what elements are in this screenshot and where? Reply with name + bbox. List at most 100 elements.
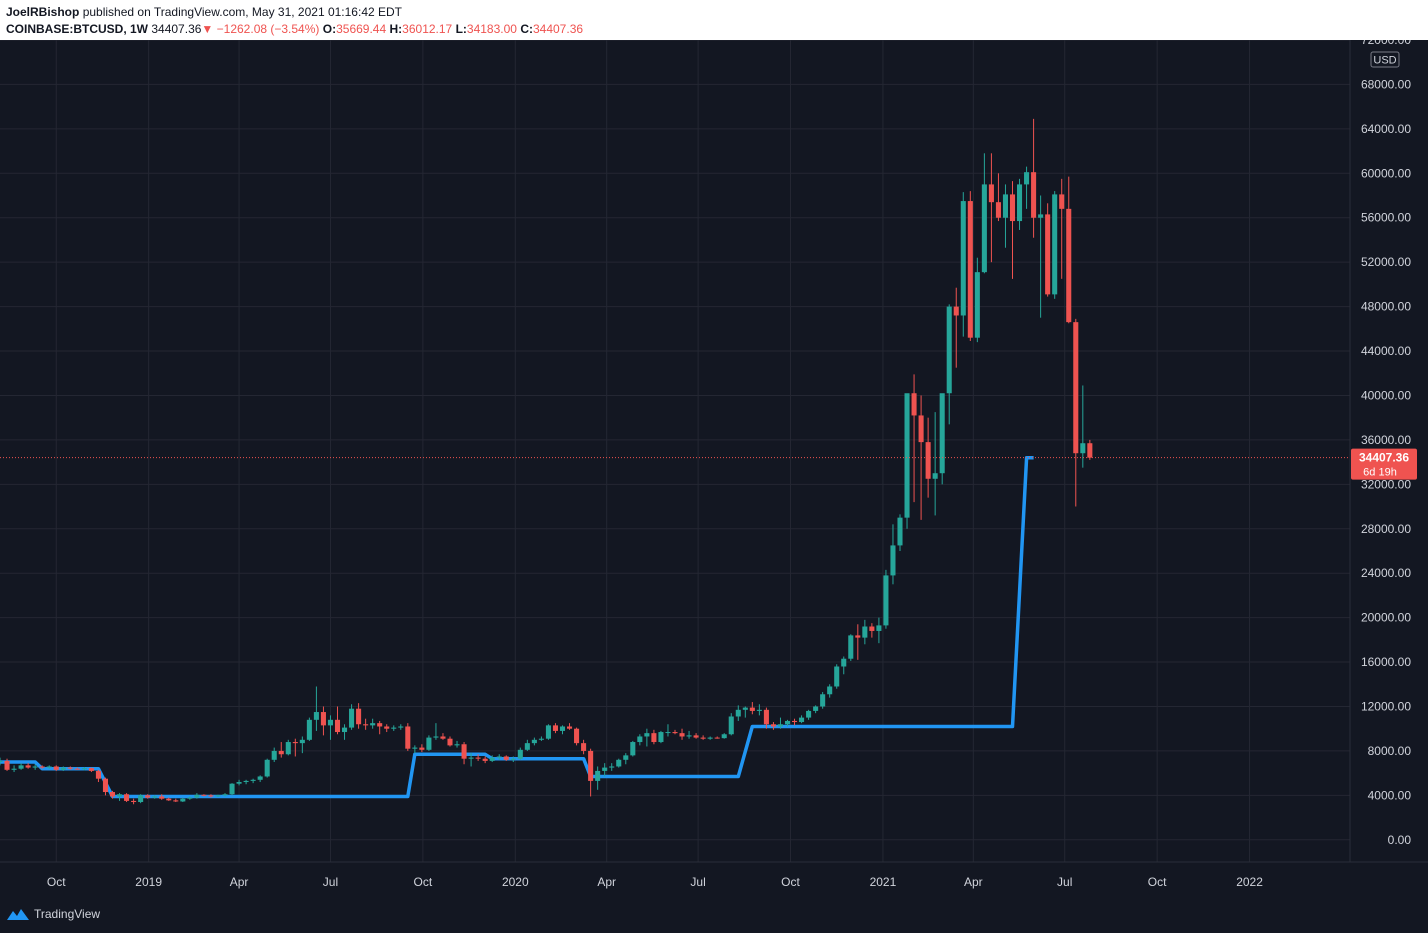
candle-body [257,776,263,780]
candle-body [806,710,812,718]
candle-body [588,750,594,781]
candle-down [911,374,917,503]
candle-down [651,729,657,745]
candle-body [1038,214,1044,218]
candle-body [981,184,987,273]
candle-up [243,779,249,785]
candle-up [630,740,636,757]
candle-down [208,794,214,798]
candle-body [630,742,636,756]
candle-down [1059,178,1065,279]
candle-up [510,756,516,763]
candle-up [658,730,664,744]
high-label: H: [389,22,403,36]
candle-body [327,719,333,726]
tradingview-logo-icon[interactable] [6,906,30,922]
candle-up [215,794,221,798]
candle-body [686,735,692,737]
candle-down [25,763,31,769]
candle-down [567,723,573,730]
candle-down [131,798,137,805]
candle-down [292,738,298,757]
candle-body [1017,184,1023,222]
candle-body [581,743,587,751]
candle-up [398,724,404,730]
price-tick-label: 32000.00 [1361,477,1411,491]
candle-body [313,712,319,720]
candle-up [496,754,502,760]
candle-body [827,686,833,695]
candle-body [299,739,305,744]
candle-body [215,795,221,797]
chart-background [0,40,1428,897]
candle-up [784,719,791,727]
candle-down [377,720,383,735]
candle-down [763,707,769,729]
candle-up [813,705,819,714]
candle-up [152,795,158,799]
candle-body [102,778,108,793]
candle-up [721,733,727,739]
candle-up [391,725,397,731]
candle-up [46,765,52,769]
candle-down [278,742,284,758]
time-tick-label: Apr [230,875,249,889]
tradingview-brand[interactable]: TradingView [34,907,101,921]
candle-body [735,709,741,717]
candle-body [229,783,235,795]
candle-body [883,575,889,626]
candle-body [194,794,200,798]
candle-body [813,706,819,711]
candle-up [117,793,123,801]
time-axis[interactable]: Oct 2019 Apr Jul Oct 2020 Apr Jul Oct 2021 Apr Jul O… [47,875,1263,889]
candle-body [180,798,186,802]
candle-body [243,780,249,783]
candle-body [784,720,791,725]
currency-badge [1370,51,1400,68]
candle-up [489,755,495,763]
candle-body [1052,194,1058,295]
candle-body [707,737,713,739]
author-name[interactable]: JoelRBishop [6,5,80,19]
candle-body [433,736,439,738]
candle-body [770,724,776,727]
candle-body [721,734,727,739]
candle-body [960,201,966,316]
candle-body [440,736,446,739]
candle-up [18,763,24,770]
candle-body [1002,194,1008,218]
candle-down [67,766,73,770]
candle-down [925,417,931,498]
candle-body [398,726,404,728]
candle-body [159,796,165,799]
candle-up [313,686,319,731]
candle-up [349,704,355,730]
candle-body [792,720,798,723]
candle-up [1017,178,1023,230]
candle-body [651,733,657,743]
candle-up [32,764,38,770]
candle-down [552,723,558,734]
candle-body [658,732,664,743]
candle-body [384,726,390,729]
candle-body [939,393,945,474]
candle-body [285,742,291,755]
candle-up [644,728,650,747]
price-chart[interactable]: 0.00 4000.00 8000.00 12000.00 16000.00 20000.… [0,40,1428,897]
candle-body [595,770,601,781]
candle-body [377,723,383,727]
candle-body [201,794,207,796]
candle-body [264,759,270,777]
candle-up [595,766,601,790]
candle-body [152,796,158,798]
candle-up [932,412,938,516]
time-tick-label: 2019 [135,875,162,889]
candle-body [342,727,348,733]
candle-body [967,201,973,338]
candle-body [756,709,762,711]
currency-label: USD [1373,55,1396,67]
candle-up [602,763,608,777]
candle-down [4,758,10,771]
low-value: 34183.00 [466,22,517,36]
price-axis[interactable]: 0.00 4000.00 8000.00 12000.00 16000.00 20000.… [1351,40,1417,847]
